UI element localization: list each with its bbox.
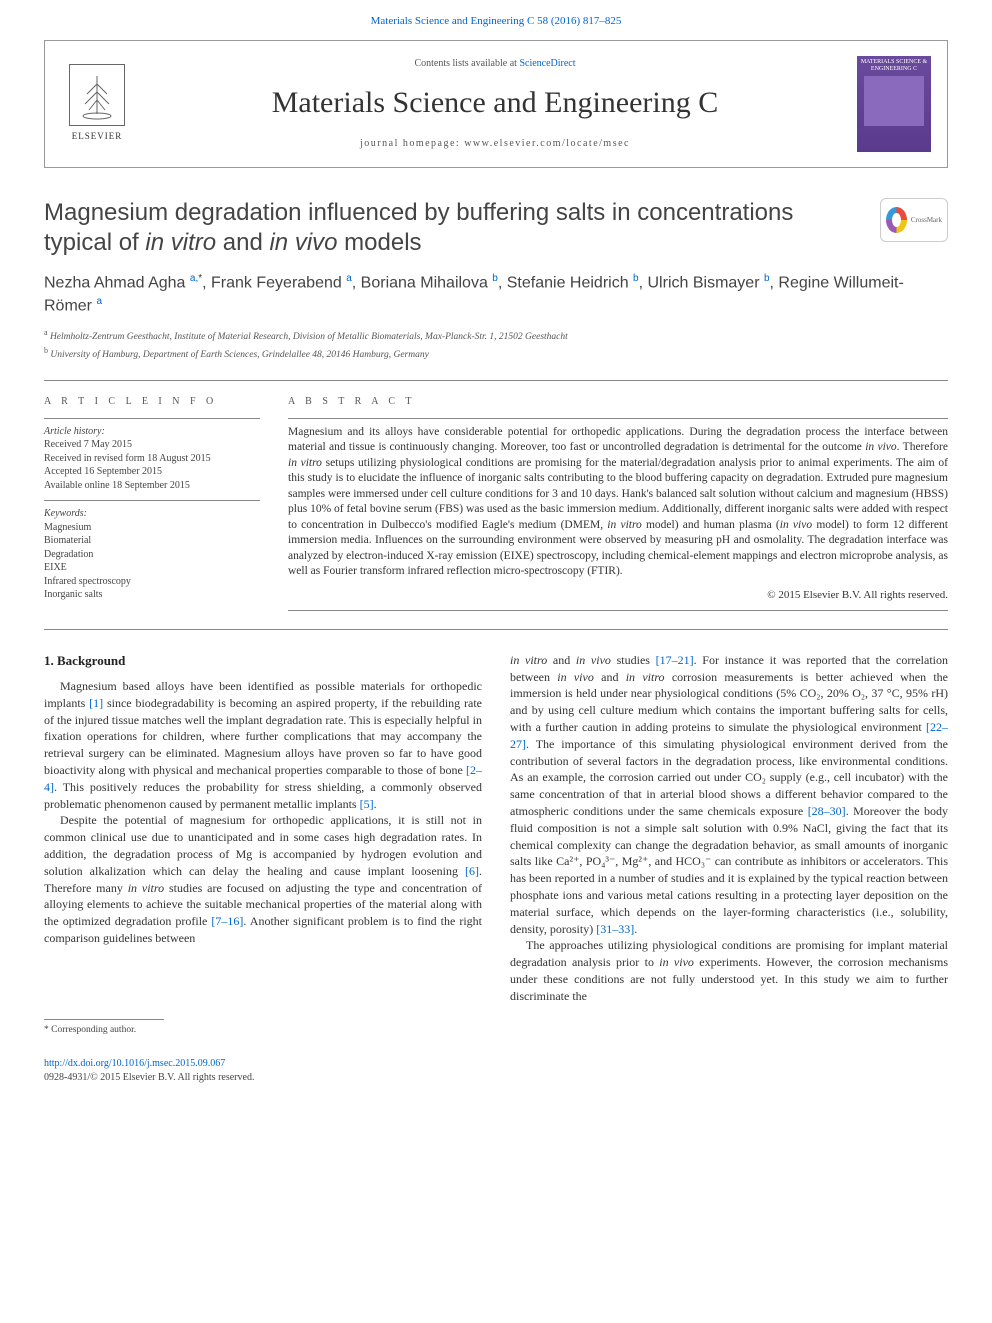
sciencedirect-link[interactable]: ScienceDirect [519,58,575,69]
article-history: Article history: Received 7 May 2015 Rec… [44,425,260,493]
footer-area: * Corresponding author. http://dx.doi.or… [44,1019,948,1086]
title-em1: in vitro [145,229,216,256]
abstract-copyright: © 2015 Elsevier B.V. All rights reserved… [288,588,948,604]
author-name: , Stefanie Heidrich [498,274,633,291]
author-affil-sup: a [96,296,102,307]
abstract-bottom-divider [288,610,948,611]
body-para-2: Despite the potential of magnesium for o… [44,812,482,946]
ref-link[interactable]: [28–30] [808,804,846,818]
corresponding-footnote: * Corresponding author. [44,1024,948,1038]
keyword-2: Degradation [44,549,93,560]
keywords-block: Keywords: Magnesium Biomaterial Degradat… [44,507,260,602]
journal-homepage: journal homepage: www.elsevier.com/locat… [133,137,857,152]
body-para-4: The approaches utilizing physiological c… [510,937,948,1004]
keyword-1: Biomaterial [44,535,91,546]
crossmark-icon [886,207,907,233]
affiliations: a Helmholtz-Zentrum Geesthacht, Institut… [44,327,948,362]
journal-header: ELSEVIER Contents lists available at Sci… [44,40,948,168]
author-name: , Frank Feyerabend [202,274,346,291]
affiliation-a-text: Helmholtz-Zentrum Geesthacht, Institute … [50,333,568,343]
issn-copyright: 0928-4931/© 2015 Elsevier B.V. All right… [44,1072,254,1083]
ref-link[interactable]: [22–27] [510,720,948,751]
abstract-heading: A B S T R A C T [288,395,948,410]
keyword-5: Inorganic salts [44,589,102,600]
history-line-0: Received 7 May 2015 [44,439,132,450]
title-mid: and [216,229,269,256]
title-post: models [338,229,422,256]
ref-link[interactable]: [1] [89,696,103,710]
author-name: , Boriana Mihailova [352,274,493,291]
keywords-label: Keywords: [44,508,87,519]
info-divider-1 [44,418,260,419]
ref-link[interactable]: [5] [360,797,374,811]
elsevier-tree-icon [69,64,125,126]
authors-line: Nezha Ahmad Agha a,*, Frank Feyerabend a… [44,272,948,317]
history-line-1: Received in revised form 18 August 2015 [44,453,211,464]
history-line-3: Available online 18 September 2015 [44,480,190,491]
footnote-marker: * [44,1025,49,1035]
top-citation: Materials Science and Engineering C 58 (… [0,0,992,40]
title-em2: in vivo [269,229,337,256]
journal-title: Materials Science and Engineering C [133,81,857,125]
article-info-column: A R T I C L E I N F O Article history: R… [44,395,260,611]
footnote-divider [44,1019,164,1020]
divider-top [44,380,948,381]
ref-link[interactable]: [17–21] [656,653,694,667]
affiliation-b: b University of Hamburg, Department of E… [44,345,948,362]
journal-cover-thumb: MATERIALS SCIENCE & ENGINEERING C [857,56,931,152]
affiliation-b-text: University of Hamburg, Department of Ear… [50,350,428,360]
crossmark-badge[interactable]: CrossMark [880,198,948,242]
author-name: , Ulrich Bismayer [639,274,764,291]
contents-prefix: Contents lists available at [414,58,519,69]
keyword-4: Infrared spectroscopy [44,576,131,587]
footer-bottom: http://dx.doi.org/10.1016/j.msec.2015.09… [44,1057,948,1085]
ref-link[interactable]: [6] [465,864,479,878]
history-label: Article history: [44,426,105,437]
body-column-right: in vitro and in vivo studies [17–21]. Fo… [510,652,948,1005]
ref-link[interactable]: [2–4] [44,763,482,794]
abstract-text: Magnesium and its alloys have considerab… [288,425,948,580]
body-columns: 1. Background Magnesium based alloys hav… [44,652,948,1005]
cover-image-icon [864,76,924,126]
author-affil-sup: a, [190,273,198,284]
elsevier-logo: ELSEVIER [61,58,133,150]
history-line-2: Accepted 16 September 2015 [44,466,162,477]
section-heading-background: 1. Background [44,652,482,670]
keyword-0: Magnesium [44,522,91,533]
abstract-divider [288,418,948,419]
ref-link[interactable]: [7–16] [211,914,243,928]
contents-line: Contents lists available at ScienceDirec… [133,57,857,72]
cover-label: MATERIALS SCIENCE & ENGINEERING C [860,59,928,72]
body-para-1: Magnesium based alloys have been identif… [44,678,482,812]
body-para-3: in vitro and in vivo studies [17–21]. Fo… [510,652,948,938]
doi-link[interactable]: http://dx.doi.org/10.1016/j.msec.2015.09… [44,1058,225,1069]
elsevier-label: ELSEVIER [72,130,123,143]
ref-link[interactable]: [31–33] [596,922,634,936]
info-divider-2 [44,500,260,501]
article-title: Magnesium degradation influenced by buff… [44,198,880,258]
author-name: Nezha Ahmad Agha [44,274,190,291]
crossmark-label: CrossMark [911,215,942,225]
keyword-3: EIXE [44,562,67,573]
body-column-left: 1. Background Magnesium based alloys hav… [44,652,482,1005]
header-center: Contents lists available at ScienceDirec… [133,57,857,152]
footnote-text: Corresponding author. [51,1025,136,1035]
affiliation-a: a Helmholtz-Zentrum Geesthacht, Institut… [44,327,948,344]
divider-mid [44,629,948,630]
abstract-column: A B S T R A C T Magnesium and its alloys… [288,395,948,611]
article-info-heading: A R T I C L E I N F O [44,395,260,410]
